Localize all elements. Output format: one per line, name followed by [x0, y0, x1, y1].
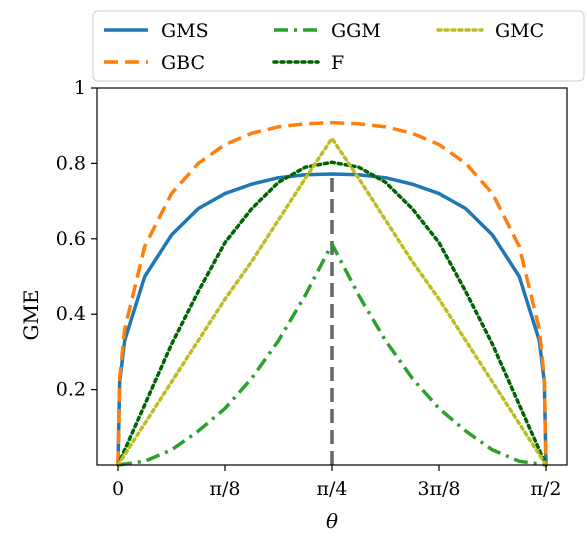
- series-line-gmc: [116, 136, 548, 467]
- legend-label-f: F: [331, 52, 344, 74]
- legend-label-gms: GMS: [161, 20, 209, 42]
- legend: GMS GBC GGM F GMC: [92, 10, 585, 82]
- plot-frame: [96, 87, 568, 466]
- plot-lines: [116, 120, 548, 467]
- x-tick-label: π/8: [210, 478, 241, 500]
- series-line-ggm: [117, 242, 547, 467]
- y-tick-label: 1: [74, 77, 86, 99]
- legend-label-ggm: GGM: [331, 20, 381, 42]
- x-tick-label: 0: [112, 478, 124, 500]
- y-tick-label: 0.8: [56, 152, 86, 174]
- series-line-f: [116, 160, 548, 467]
- y-tick-label: 0.2: [56, 379, 86, 401]
- series-line-gbc: [116, 120, 548, 466]
- series-line-gms: [116, 172, 548, 466]
- x-tick-label: π/4: [317, 478, 348, 500]
- x-tick-label: π/2: [531, 478, 562, 500]
- y-tick-label: 0.4: [56, 303, 86, 325]
- legend-label-gmc: GMC: [495, 20, 544, 42]
- x-tick-label: 3π/8: [417, 478, 460, 500]
- axes: 0 π/8 π/4 3π/8 π/2 0.2 0.4 0.6 0.8 1: [56, 77, 562, 500]
- y-tick-label: 0.6: [56, 228, 86, 250]
- x-axis-label: θ: [326, 509, 338, 533]
- y-axis-label: GME: [19, 289, 43, 340]
- legend-label-gbc: GBC: [161, 52, 205, 74]
